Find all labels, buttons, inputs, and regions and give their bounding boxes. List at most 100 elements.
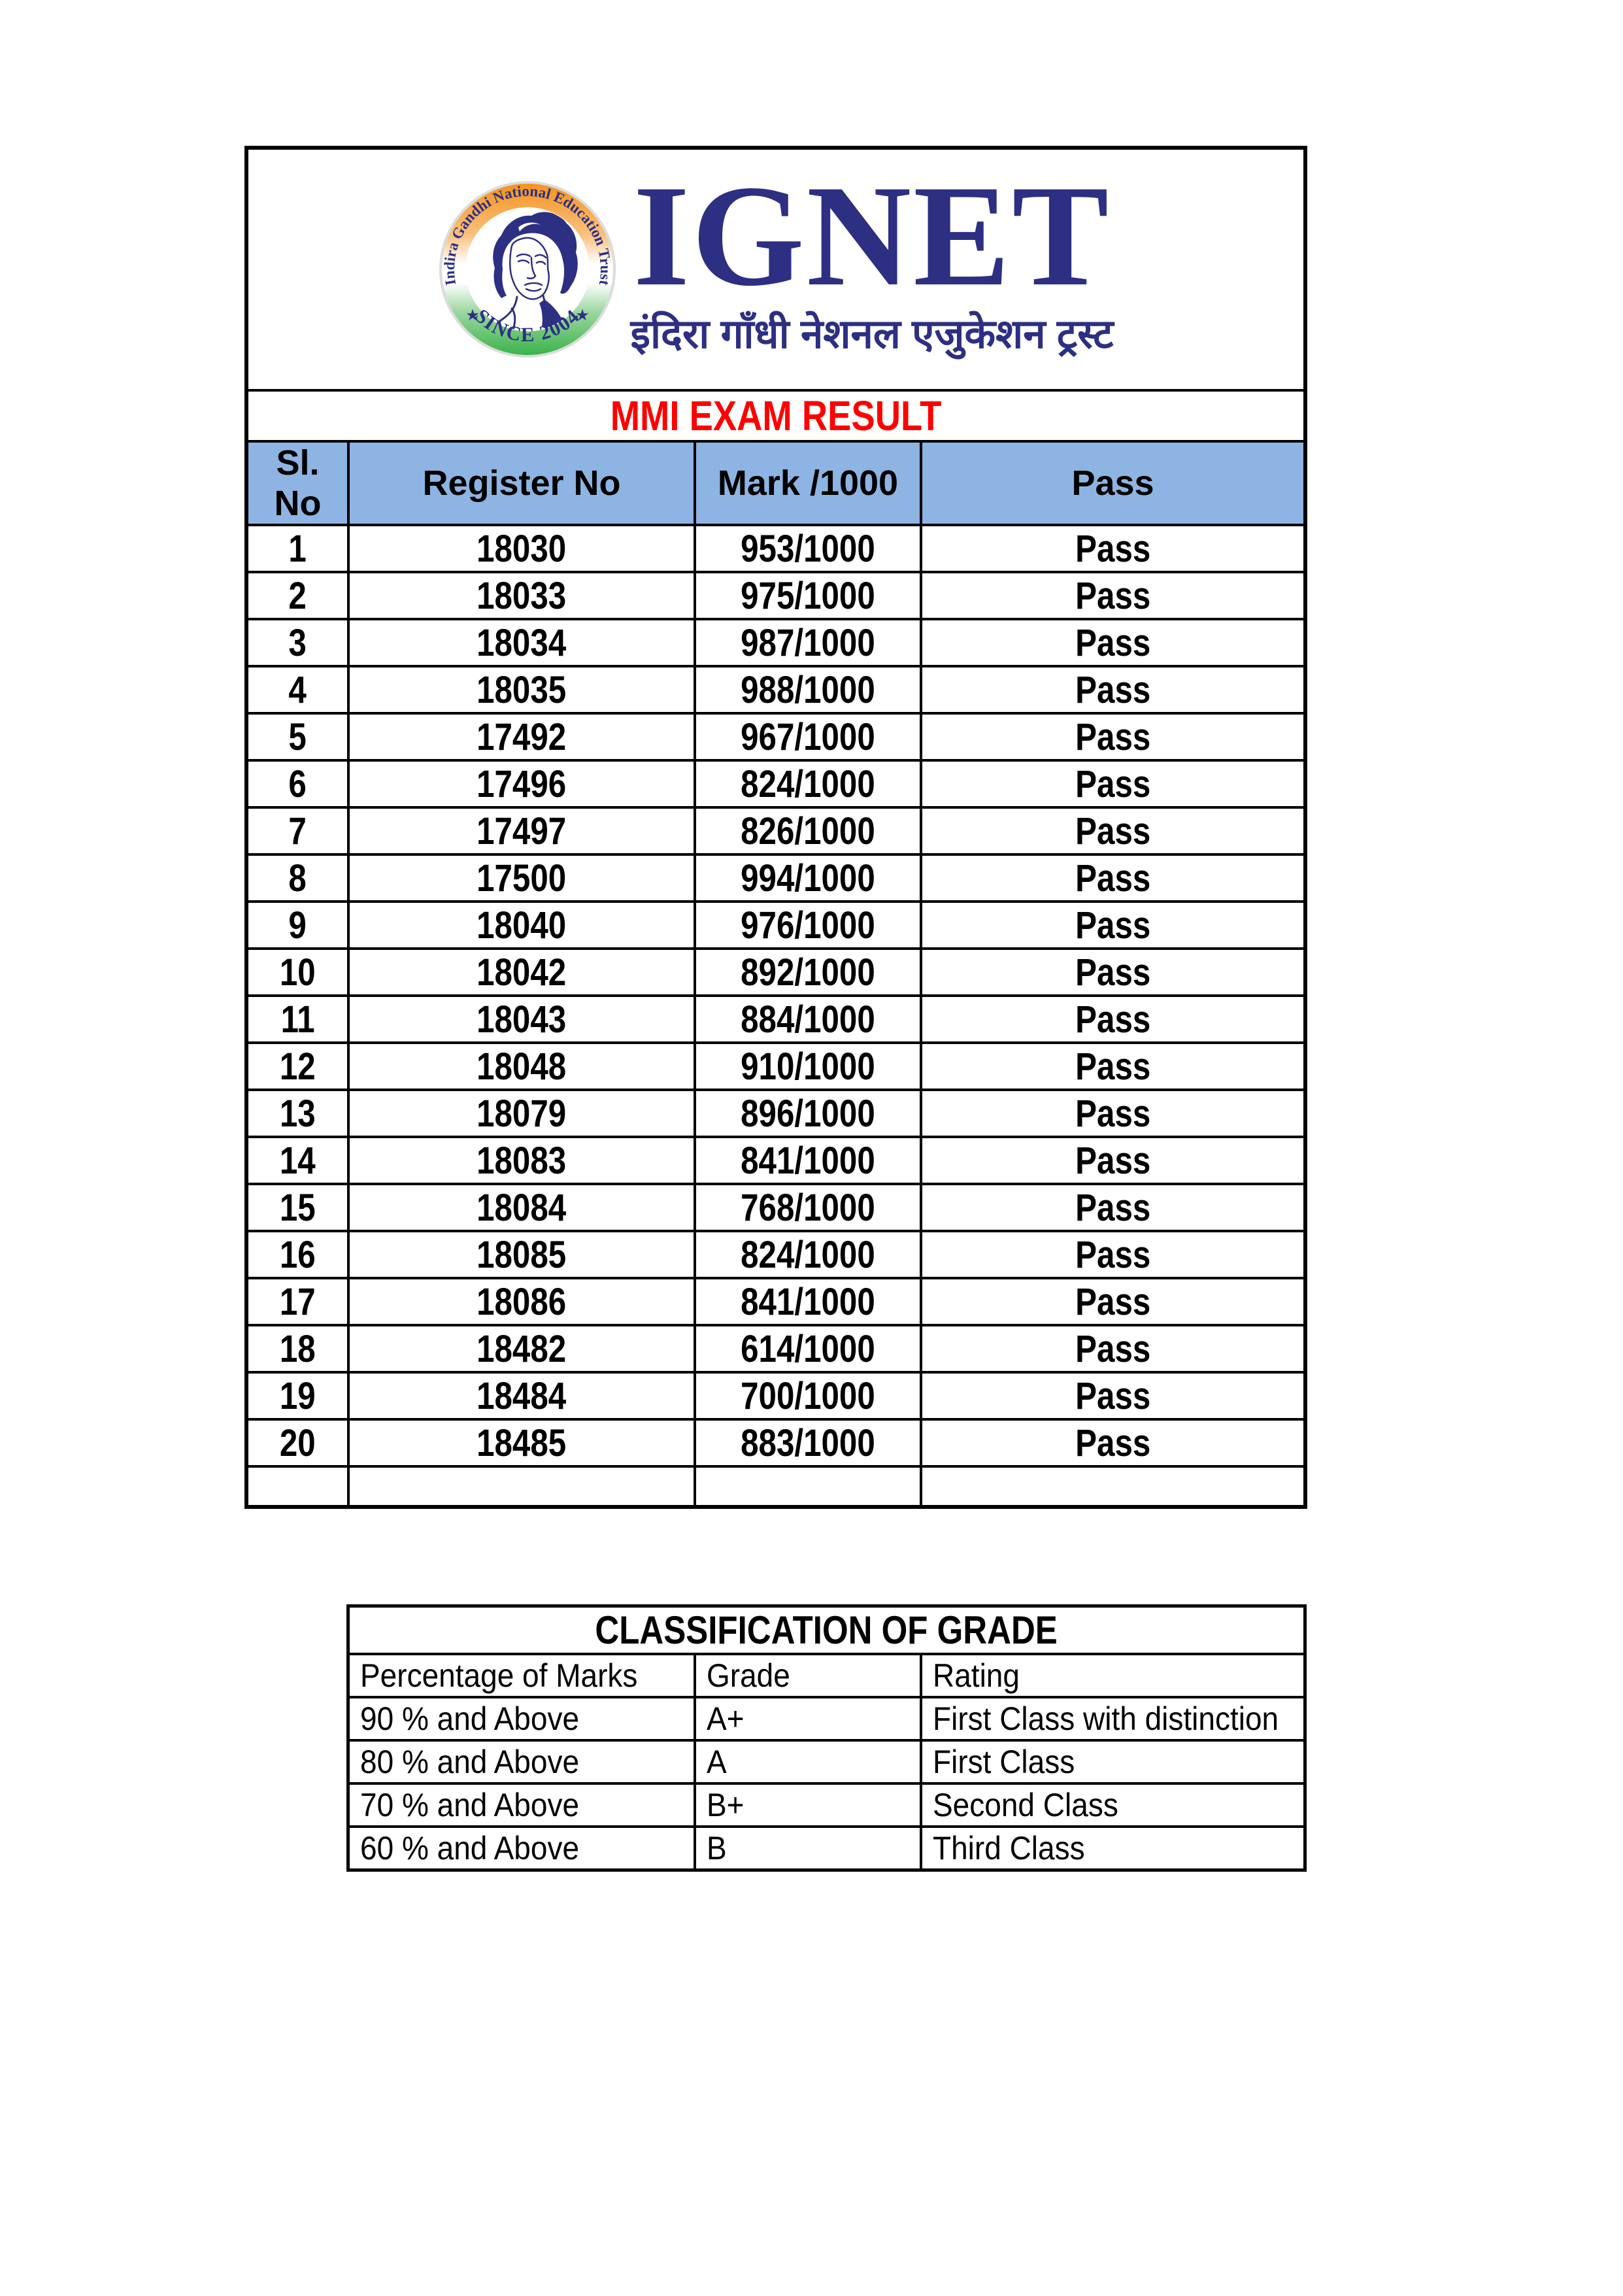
mark-value: 841/1000 bbox=[741, 1280, 875, 1323]
status-value: Pass bbox=[1075, 1280, 1151, 1323]
cell-mark: 768/1000 bbox=[694, 1183, 922, 1232]
cell-mark: 987/1000 bbox=[694, 618, 922, 667]
status-value: Pass bbox=[1075, 1092, 1151, 1135]
cell-register-no: 18043 bbox=[347, 994, 696, 1044]
sl-no-value: 4 bbox=[288, 668, 307, 711]
result-header-row: Sl. No Register No Mark /1000 Pass bbox=[245, 440, 1307, 526]
mark-value: 884/1000 bbox=[741, 998, 875, 1041]
status-value: Pass bbox=[1075, 903, 1151, 947]
rating-value: Third Class bbox=[932, 1829, 1085, 1866]
result-row: 6 17496 824/1000 Pass bbox=[245, 759, 1307, 809]
cell-status: Pass bbox=[920, 853, 1307, 903]
cell-register-no: 17496 bbox=[347, 759, 696, 809]
sl-no-value: 17 bbox=[280, 1280, 316, 1323]
ignet-seal-icon: Indira Gandhi National Education Trust S… bbox=[439, 181, 616, 358]
rating-value: Second Class bbox=[932, 1787, 1118, 1823]
cell-sl-no: 15 bbox=[245, 1183, 350, 1232]
header-sl-no: Sl. No bbox=[245, 440, 350, 526]
cell-status: Pass bbox=[920, 712, 1307, 762]
cell-register-no: 18485 bbox=[347, 1418, 696, 1468]
mark-value: 987/1000 bbox=[741, 621, 875, 664]
register-no-value: 18484 bbox=[477, 1374, 567, 1417]
cell-status: Pass bbox=[920, 994, 1307, 1044]
brand-hindi-name: इंदिरा गाँधी नेशनल एजुकेशन ट्रस्ट bbox=[630, 311, 1114, 357]
cell-sl-no: 9 bbox=[245, 900, 350, 950]
cell-mark: 953/1000 bbox=[694, 524, 922, 573]
cell-status: Pass bbox=[920, 1230, 1307, 1279]
mark-value: 614/1000 bbox=[741, 1327, 875, 1370]
cell-mark: 967/1000 bbox=[694, 712, 922, 762]
cell-sl-no: 5 bbox=[245, 712, 350, 762]
cell-register-no: 18030 bbox=[347, 524, 696, 573]
grade-table: CLASSIFICATION OF GRADE Percentage of Ma… bbox=[346, 1604, 1307, 1872]
status-value: Pass bbox=[1075, 668, 1151, 711]
cell-sl-no: 17 bbox=[245, 1277, 350, 1326]
result-row: 18 18482 614/1000 Pass bbox=[245, 1324, 1307, 1374]
brand-acronym: IGNET bbox=[633, 156, 1111, 317]
cell-status: Pass bbox=[920, 1089, 1307, 1138]
sl-no-value: 12 bbox=[280, 1045, 316, 1088]
grade-header-rating-label: Rating bbox=[932, 1657, 1020, 1694]
register-no-value: 18079 bbox=[477, 1092, 567, 1135]
result-row: 13 18079 896/1000 Pass bbox=[245, 1089, 1307, 1138]
sl-no-value: 11 bbox=[280, 998, 315, 1041]
register-no-value: 18086 bbox=[477, 1280, 567, 1323]
mark-value: 975/1000 bbox=[741, 574, 875, 617]
cell-register-no: 18042 bbox=[347, 947, 696, 997]
grade-table-title: CLASSIFICATION OF GRADE bbox=[595, 1608, 1058, 1652]
register-no-value: 18042 bbox=[477, 951, 567, 994]
cell-register-no: 18084 bbox=[347, 1183, 696, 1232]
cell-register-no: 18048 bbox=[347, 1041, 696, 1091]
sl-no-value: 15 bbox=[280, 1186, 316, 1229]
cell-status: Pass bbox=[920, 571, 1307, 620]
mark-value: 896/1000 bbox=[741, 1092, 875, 1135]
logo-row: Indira Gandhi National Education Trust S… bbox=[245, 146, 1307, 392]
cell-register-no: 18033 bbox=[347, 571, 696, 620]
grade-header-rating: Rating bbox=[919, 1653, 1307, 1698]
result-title-row: MMI EXAM RESULT bbox=[245, 389, 1307, 443]
cell-register-no: 17497 bbox=[347, 806, 696, 856]
status-value: Pass bbox=[1075, 1327, 1151, 1370]
result-row: 10 18042 892/1000 Pass bbox=[245, 947, 1307, 997]
sl-no-value: 13 bbox=[280, 1092, 316, 1135]
cell-register-no: 18482 bbox=[347, 1324, 696, 1374]
status-value: Pass bbox=[1075, 1186, 1151, 1229]
cell-register-no: 18083 bbox=[347, 1136, 696, 1185]
status-value: Pass bbox=[1075, 715, 1151, 758]
grade-title-row: CLASSIFICATION OF GRADE bbox=[346, 1604, 1307, 1655]
mark-value: 892/1000 bbox=[741, 951, 875, 994]
cell-sl-no: 8 bbox=[245, 853, 350, 903]
mark-value: 824/1000 bbox=[741, 762, 875, 805]
cell-status: Pass bbox=[920, 618, 1307, 667]
status-value: Pass bbox=[1075, 762, 1151, 805]
cell-grade: A+ bbox=[693, 1696, 922, 1742]
sl-no-value: 3 bbox=[288, 621, 307, 664]
cell-percentage: 70 % and Above bbox=[346, 1782, 696, 1828]
star-icon: ★ bbox=[575, 307, 590, 324]
status-value: Pass bbox=[1075, 1421, 1151, 1464]
cell-sl-no: 2 bbox=[245, 571, 350, 620]
grade-header-percentage: Percentage of Marks bbox=[346, 1653, 696, 1698]
cell-mark: 892/1000 bbox=[694, 947, 922, 997]
cell-sl-no: 18 bbox=[245, 1324, 350, 1374]
grade-row: 60 % and Above B Third Class bbox=[346, 1825, 1307, 1871]
empty-cell bbox=[920, 1465, 1307, 1508]
result-row: 20 18485 883/1000 Pass bbox=[245, 1418, 1307, 1468]
mark-value: 910/1000 bbox=[741, 1045, 875, 1088]
cell-status: Pass bbox=[920, 947, 1307, 997]
result-row: 14 18083 841/1000 Pass bbox=[245, 1136, 1307, 1185]
cell-status: Pass bbox=[920, 665, 1307, 715]
register-no-value: 18034 bbox=[477, 621, 567, 664]
empty-cell bbox=[347, 1465, 696, 1508]
result-row: 2 18033 975/1000 Pass bbox=[245, 571, 1307, 620]
mark-value: 700/1000 bbox=[741, 1374, 875, 1417]
result-row: 15 18084 768/1000 Pass bbox=[245, 1183, 1307, 1232]
cell-grade: A bbox=[693, 1739, 922, 1785]
header-mark-label: Mark /1000 bbox=[717, 464, 899, 503]
cell-mark: 826/1000 bbox=[694, 806, 922, 856]
grade-header-percentage-label: Percentage of Marks bbox=[360, 1657, 638, 1694]
empty-cell bbox=[694, 1465, 922, 1508]
cell-status: Pass bbox=[920, 1041, 1307, 1091]
cell-mark: 896/1000 bbox=[694, 1089, 922, 1138]
mark-value: 883/1000 bbox=[741, 1421, 875, 1464]
